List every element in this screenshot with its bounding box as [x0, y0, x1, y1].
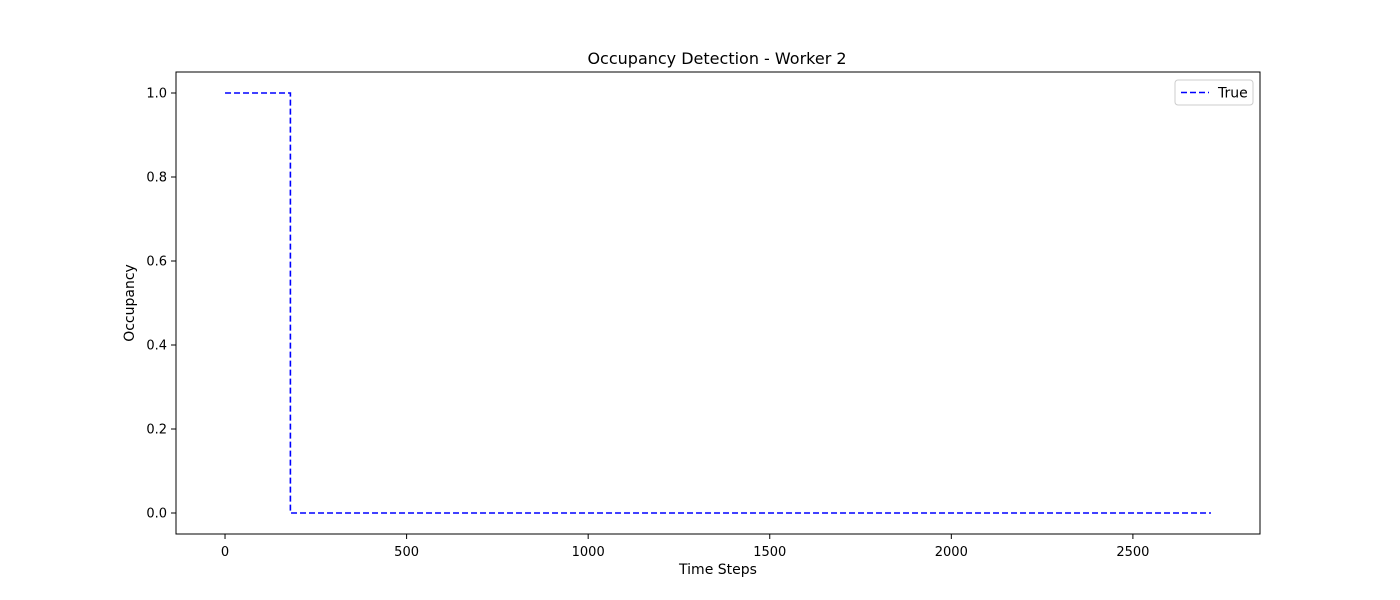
- legend-entry-label: True: [1217, 86, 1248, 102]
- series-layer: [225, 92, 1211, 514]
- chart-title: Occupancy Detection - Worker 2: [587, 49, 846, 68]
- x-tick-label: 500: [394, 545, 419, 560]
- x-axis-label: Time Steps: [678, 562, 757, 578]
- axis-ticks: 0 500 1000 1500 2000 2500 0.0 0.2 0.4 0.6 0.8 1.0: [146, 87, 1149, 561]
- y-tick-label: 0.0: [146, 507, 167, 522]
- y-tick-label: 0.2: [146, 423, 167, 438]
- x-tick-label: 2500: [1116, 545, 1149, 560]
- legend: True: [1174, 79, 1254, 106]
- y-tick-label: 1.0: [146, 87, 167, 102]
- y-tick-label: 0.8: [146, 171, 167, 186]
- x-tick-label: 0: [221, 545, 229, 560]
- y-tick-label: 0.6: [146, 255, 167, 270]
- x-tick-label: 2000: [935, 545, 968, 560]
- legend-box: [1174, 79, 1254, 106]
- x-tick-label: 1000: [572, 545, 605, 560]
- y-axis-label: Occupancy: [122, 264, 138, 342]
- plot-frame: [175, 71, 1261, 535]
- series-line-0: [225, 92, 1211, 514]
- x-tick-label: 1500: [753, 545, 786, 560]
- y-tick-label: 0.4: [146, 339, 167, 354]
